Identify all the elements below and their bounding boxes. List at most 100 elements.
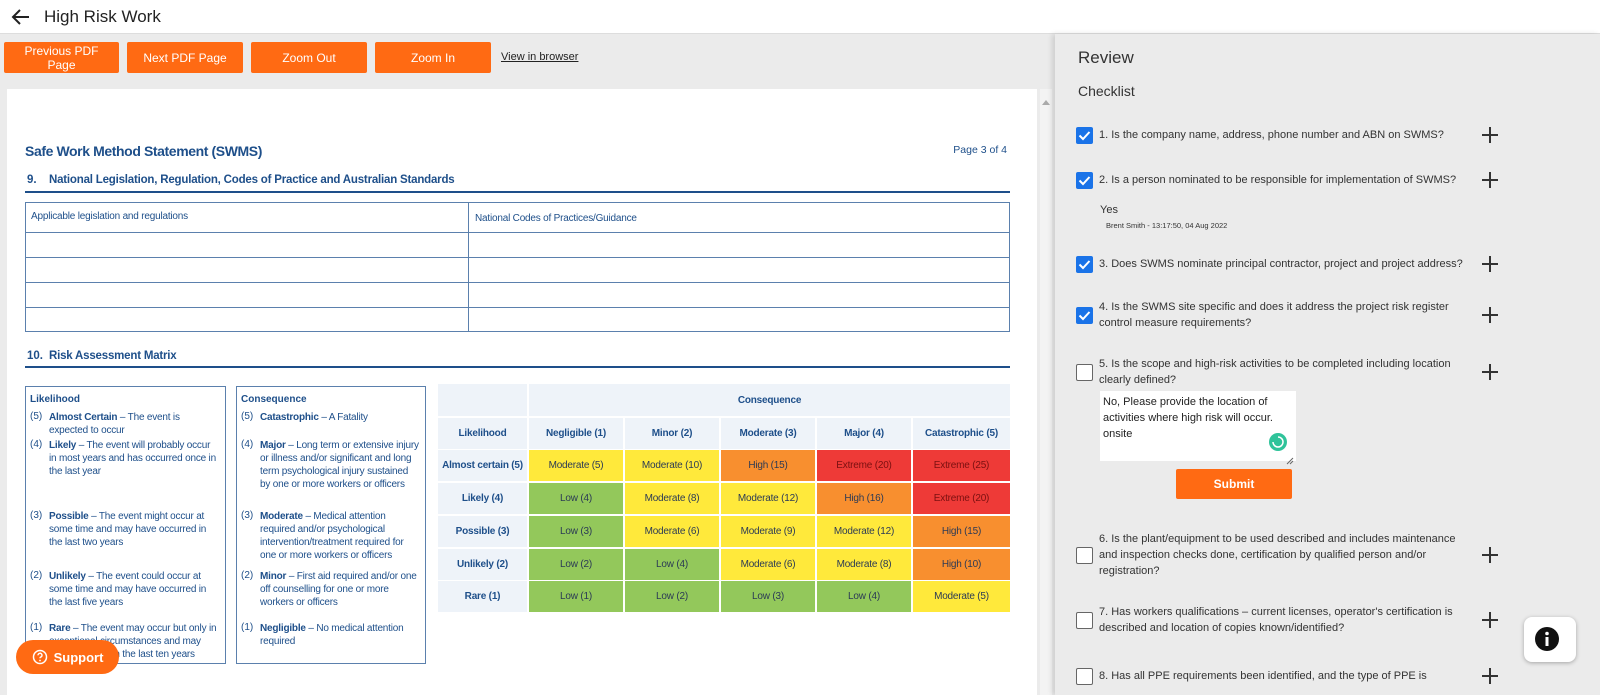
support-button[interactable]: Support bbox=[16, 640, 119, 674]
risk-cell: Moderate (5) bbox=[913, 581, 1010, 612]
toolbar-button[interactable]: Next PDF Page bbox=[127, 42, 243, 73]
term: Almost Certain bbox=[49, 412, 118, 423]
back-button[interactable] bbox=[10, 6, 32, 28]
table-row-line bbox=[25, 232, 1010, 233]
matrix-row-label: Possible (3) bbox=[438, 516, 527, 547]
risk-cell: High (10) bbox=[913, 549, 1010, 580]
item-text: 5. Is the scope and high-risk activities… bbox=[1099, 358, 1451, 386]
term: Catastrophic bbox=[260, 412, 319, 423]
checklist-item: 7. Has workers qualifications – current … bbox=[1099, 580, 1467, 660]
checkbox[interactable] bbox=[1076, 668, 1093, 685]
pdf-page: Safe Work Method Statement (SWMS) Page 3 … bbox=[7, 89, 1037, 695]
risk-cell: Extreme (25) bbox=[913, 450, 1010, 481]
level: (5) bbox=[241, 411, 254, 422]
table-row-line bbox=[25, 307, 1010, 308]
table-row-line bbox=[25, 257, 1010, 258]
checklist-item: 6. Is the plant/equipment to be used des… bbox=[1099, 515, 1467, 595]
checkbox[interactable] bbox=[1076, 307, 1093, 324]
checkbox[interactable] bbox=[1076, 612, 1093, 629]
matrix-column-header: Catastrophic (5) bbox=[913, 418, 1010, 449]
item-text: 6. Is the plant/equipment to be used des… bbox=[1099, 533, 1456, 577]
level: (4) bbox=[241, 439, 254, 450]
item-text: 3. Does SWMS nominate principal contract… bbox=[1099, 258, 1463, 270]
level: (3) bbox=[241, 510, 254, 521]
checklist-item: 8. Has all PPE requirements been identif… bbox=[1099, 636, 1467, 695]
add-button[interactable] bbox=[1482, 612, 1498, 628]
submit-button[interactable]: Submit bbox=[1176, 469, 1292, 499]
description: – A Fatality bbox=[321, 412, 368, 423]
table-row-line bbox=[25, 282, 1010, 283]
toolbar-button[interactable]: Zoom Out bbox=[251, 42, 367, 73]
checkbox[interactable] bbox=[1076, 547, 1093, 564]
add-button[interactable] bbox=[1482, 256, 1498, 272]
support-label: Support bbox=[53, 649, 104, 665]
matrix-header: Consequence bbox=[529, 384, 1010, 416]
section-heading: National Legislation, Regulation, Codes … bbox=[49, 174, 455, 186]
level: (1) bbox=[30, 622, 43, 633]
term: Major bbox=[260, 440, 286, 451]
checklist-item: 2. Is a person nominated to be responsib… bbox=[1099, 140, 1467, 220]
definition: Likely – The event will probably occur i… bbox=[49, 439, 220, 478]
add-button[interactable] bbox=[1482, 307, 1498, 323]
risk-cell: Low (3) bbox=[529, 516, 623, 547]
checkbox[interactable] bbox=[1076, 364, 1093, 381]
description: – Long term or extensive injury or illne… bbox=[260, 440, 419, 490]
definition: Major – Long term or extensive injury or… bbox=[260, 439, 420, 491]
definition: Negligible – No medical attention requir… bbox=[260, 622, 420, 648]
item-text: 7. Has workers qualifications – current … bbox=[1099, 606, 1453, 634]
toolbar-button[interactable]: Previous PDF Page bbox=[4, 42, 119, 73]
answer: Yes bbox=[1100, 204, 1118, 216]
description: – First aid required and/or one off coun… bbox=[260, 571, 417, 608]
item-text: 4. Is the SWMS site specific and does it… bbox=[1099, 301, 1449, 329]
risk-cell: Moderate (5) bbox=[529, 450, 623, 481]
level: (4) bbox=[30, 439, 43, 450]
risk-cell: Moderate (6) bbox=[721, 549, 815, 580]
matrix-row-label: Almost certain (5) bbox=[438, 450, 527, 481]
matrix-column-header: Minor (2) bbox=[625, 418, 719, 449]
checkbox[interactable] bbox=[1076, 127, 1093, 144]
add-button[interactable] bbox=[1482, 668, 1498, 684]
toolbar-button[interactable]: Zoom In bbox=[375, 42, 491, 73]
likelihood-box bbox=[25, 386, 226, 664]
consequence-title: Consequence bbox=[241, 394, 307, 405]
table-header: Applicable legislation and regulations bbox=[31, 211, 188, 222]
risk-cell: Moderate (9) bbox=[721, 516, 815, 547]
checklist-item: 1. Is the company name, address, phone n… bbox=[1099, 95, 1467, 175]
item-text: 8. Has all PPE requirements been identif… bbox=[1099, 670, 1427, 682]
section-number: 10. bbox=[27, 350, 43, 362]
term: Likely bbox=[49, 440, 77, 451]
matrix-column-header: Major (4) bbox=[817, 418, 911, 449]
add-button[interactable] bbox=[1482, 547, 1498, 563]
add-button[interactable] bbox=[1482, 364, 1498, 380]
checkbox[interactable] bbox=[1076, 256, 1093, 273]
definition: Unlikely – The event could occur at some… bbox=[49, 570, 220, 609]
risk-cell: Extreme (20) bbox=[817, 450, 911, 481]
risk-cell: High (15) bbox=[721, 450, 815, 481]
definition: Moderate – Medical attention required an… bbox=[260, 510, 420, 562]
checkbox[interactable] bbox=[1076, 172, 1093, 189]
term: Possible bbox=[49, 511, 89, 522]
risk-cell: Moderate (12) bbox=[817, 516, 911, 547]
add-button[interactable] bbox=[1482, 172, 1498, 188]
definition: Rare – The event may occur but only in e… bbox=[49, 622, 220, 661]
document-title: Safe Work Method Statement (SWMS) bbox=[25, 143, 263, 159]
info-button[interactable] bbox=[1524, 617, 1576, 662]
description: – The event may occur but only in except… bbox=[49, 623, 217, 660]
risk-cell: Moderate (8) bbox=[625, 483, 719, 514]
risk-cell: Moderate (6) bbox=[625, 516, 719, 547]
risk-cell: Moderate (10) bbox=[625, 450, 719, 481]
matrix-row-label: Rare (1) bbox=[438, 581, 527, 612]
description: – The event will probably occur in most … bbox=[49, 440, 216, 477]
add-button[interactable] bbox=[1482, 127, 1498, 143]
review-subtitle: Checklist bbox=[1078, 83, 1135, 99]
risk-cell: Moderate (8) bbox=[817, 549, 911, 580]
term: Unlikely bbox=[49, 571, 86, 582]
term: Rare bbox=[49, 623, 71, 634]
matrix-row-label: Likely (4) bbox=[438, 483, 527, 514]
scroll-up bbox=[1041, 93, 1051, 105]
risk-cell: Low (4) bbox=[817, 581, 911, 612]
view-in-browser-link[interactable]: View in browser bbox=[501, 51, 579, 63]
comment-textarea[interactable]: No, Please provide the location of activ… bbox=[1100, 391, 1296, 461]
risk-cell: Low (1) bbox=[529, 581, 623, 612]
